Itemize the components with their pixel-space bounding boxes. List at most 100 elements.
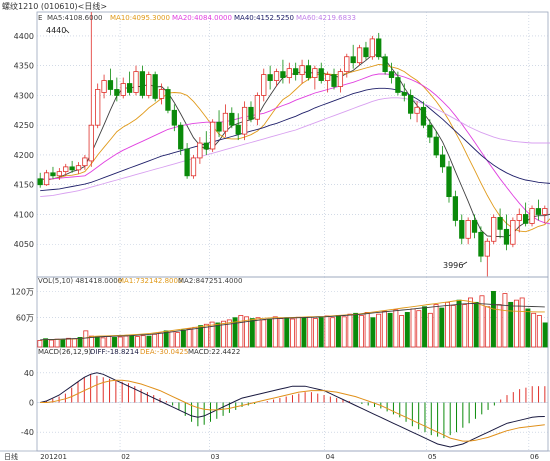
volume-bar[interactable]: [232, 317, 238, 348]
candle-body[interactable]: [273, 71, 280, 81]
candle-body[interactable]: [152, 74, 158, 99]
candle-body[interactable]: [203, 142, 209, 150]
candle-body[interactable]: [235, 124, 241, 135]
volume-bar[interactable]: [531, 312, 537, 348]
candle-body[interactable]: [491, 217, 497, 242]
volume-bar[interactable]: [175, 332, 181, 348]
candle-body[interactable]: [503, 228, 510, 245]
volume-bar[interactable]: [135, 336, 140, 348]
candle-body[interactable]: [95, 89, 101, 126]
volume-bar[interactable]: [502, 293, 508, 348]
candle-body[interactable]: [107, 80, 114, 90]
candle-body[interactable]: [126, 83, 133, 93]
candle-body[interactable]: [414, 106, 420, 114]
candle-body[interactable]: [241, 106, 248, 135]
volume-bar[interactable]: [94, 336, 100, 348]
volume-bars[interactable]: [37, 290, 548, 348]
volume-bar[interactable]: [106, 336, 112, 348]
candle-body[interactable]: [337, 71, 344, 87]
candle-body[interactable]: [471, 220, 478, 233]
volume-bar[interactable]: [399, 315, 405, 348]
volume-bar[interactable]: [381, 310, 387, 348]
candle-body[interactable]: [261, 74, 267, 96]
volume-bar[interactable]: [353, 312, 359, 348]
candle-body[interactable]: [229, 112, 235, 126]
candle-body[interactable]: [324, 74, 331, 81]
volume-bar[interactable]: [439, 307, 445, 348]
volume-bar[interactable]: [83, 330, 89, 348]
candle-body[interactable]: [165, 89, 171, 111]
candle-body[interactable]: [516, 214, 522, 221]
volume-bar[interactable]: [416, 310, 422, 348]
candle-body[interactable]: [171, 109, 177, 126]
volume-bar[interactable]: [422, 306, 428, 348]
volume-bar[interactable]: [496, 304, 502, 348]
volume-bar[interactable]: [238, 315, 244, 348]
volume-bar[interactable]: [462, 304, 468, 348]
volume-bar[interactable]: [66, 337, 72, 348]
candle-body[interactable]: [369, 38, 375, 58]
volume-bar[interactable]: [272, 316, 278, 348]
volume-bar[interactable]: [209, 321, 215, 348]
volume-bar[interactable]: [48, 339, 54, 348]
volume-bar[interactable]: [163, 330, 169, 348]
volume-bar[interactable]: [71, 338, 77, 348]
volume-bar[interactable]: [473, 301, 479, 348]
volume-bar[interactable]: [215, 322, 221, 348]
volume-bar[interactable]: [335, 315, 341, 348]
candle-body[interactable]: [50, 172, 56, 177]
candle-body[interactable]: [305, 65, 312, 78]
volume-bar[interactable]: [140, 335, 146, 348]
volume-bar[interactable]: [433, 304, 439, 348]
volume-bar[interactable]: [445, 301, 450, 348]
candle-body[interactable]: [43, 172, 50, 186]
volume-bar[interactable]: [261, 319, 267, 348]
volume-bar[interactable]: [324, 315, 330, 348]
volume-bar[interactable]: [485, 306, 491, 348]
candle-body[interactable]: [344, 56, 350, 73]
volume-bar[interactable]: [54, 338, 60, 348]
volume-bar[interactable]: [100, 337, 106, 348]
volume-bar[interactable]: [77, 337, 83, 348]
volume-bar[interactable]: [490, 290, 496, 348]
volume-bar[interactable]: [255, 317, 261, 348]
candle-body[interactable]: [459, 220, 465, 239]
candle-body[interactable]: [427, 124, 433, 138]
volume-bar[interactable]: [307, 316, 313, 348]
candle-body[interactable]: [420, 106, 427, 126]
candle-body[interactable]: [535, 208, 542, 215]
volume-bar[interactable]: [542, 322, 548, 348]
volume-bar[interactable]: [387, 312, 393, 348]
volume-bar[interactable]: [226, 319, 232, 348]
candle-body[interactable]: [216, 121, 222, 132]
volume-bar[interactable]: [244, 316, 250, 348]
volume-bar[interactable]: [393, 309, 399, 348]
candle-body[interactable]: [190, 157, 197, 177]
candle-body[interactable]: [452, 196, 459, 221]
volume-bar[interactable]: [508, 301, 514, 348]
candle-body[interactable]: [178, 124, 184, 150]
candle-body[interactable]: [120, 83, 126, 96]
candle-body[interactable]: [158, 89, 165, 99]
candle-body[interactable]: [484, 240, 490, 257]
volume-bar[interactable]: [284, 317, 290, 348]
candle-body[interactable]: [363, 47, 369, 58]
volume-bar[interactable]: [456, 299, 462, 348]
volume-bar[interactable]: [318, 317, 324, 348]
candle-body[interactable]: [56, 171, 62, 177]
volume-bar[interactable]: [89, 335, 95, 348]
candle-body[interactable]: [542, 208, 548, 215]
volume-bar[interactable]: [519, 297, 525, 348]
candle-body[interactable]: [101, 80, 107, 93]
volume-bar[interactable]: [249, 318, 255, 348]
volume-bar[interactable]: [290, 318, 295, 348]
candle-body[interactable]: [523, 214, 529, 224]
candle-body[interactable]: [356, 47, 363, 64]
candle-body[interactable]: [439, 154, 446, 168]
volume-bar[interactable]: [376, 313, 382, 348]
volume-bar[interactable]: [341, 316, 347, 348]
macd-histogram[interactable]: [40, 374, 546, 439]
volume-bar[interactable]: [169, 331, 175, 348]
volume-bar[interactable]: [60, 339, 66, 348]
